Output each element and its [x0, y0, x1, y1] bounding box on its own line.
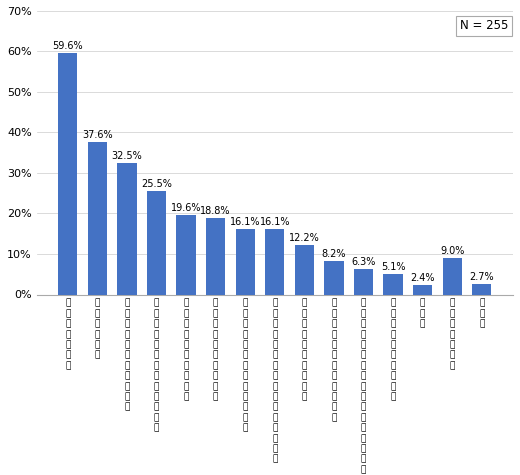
Bar — [443, 258, 462, 294]
Text: 8.2%: 8.2% — [322, 249, 346, 259]
Text: 16.1%: 16.1% — [259, 217, 290, 227]
Bar — [147, 191, 166, 294]
Bar — [472, 284, 491, 294]
Text: 19.6%: 19.6% — [171, 203, 201, 213]
Bar — [324, 261, 344, 294]
Bar — [354, 269, 373, 294]
Text: 16.1%: 16.1% — [230, 217, 261, 227]
Text: 37.6%: 37.6% — [82, 130, 113, 140]
Bar — [176, 215, 196, 294]
Bar — [383, 274, 402, 294]
Text: 6.3%: 6.3% — [352, 257, 375, 267]
Text: 2.7%: 2.7% — [470, 272, 494, 282]
Text: 18.8%: 18.8% — [200, 206, 231, 216]
Bar — [118, 163, 137, 294]
Bar — [206, 218, 225, 294]
Bar — [58, 53, 77, 294]
Text: N = 255: N = 255 — [460, 19, 508, 32]
Bar — [413, 285, 432, 294]
Bar — [295, 245, 314, 294]
Text: 2.4%: 2.4% — [410, 273, 435, 283]
Text: 25.5%: 25.5% — [141, 179, 172, 189]
Bar — [265, 229, 284, 294]
Bar — [88, 142, 107, 294]
Text: 5.1%: 5.1% — [381, 262, 405, 272]
Text: 12.2%: 12.2% — [289, 233, 320, 243]
Text: 9.0%: 9.0% — [440, 246, 464, 256]
Bar — [236, 229, 255, 294]
Text: 59.6%: 59.6% — [53, 41, 83, 51]
Text: 32.5%: 32.5% — [112, 151, 142, 161]
